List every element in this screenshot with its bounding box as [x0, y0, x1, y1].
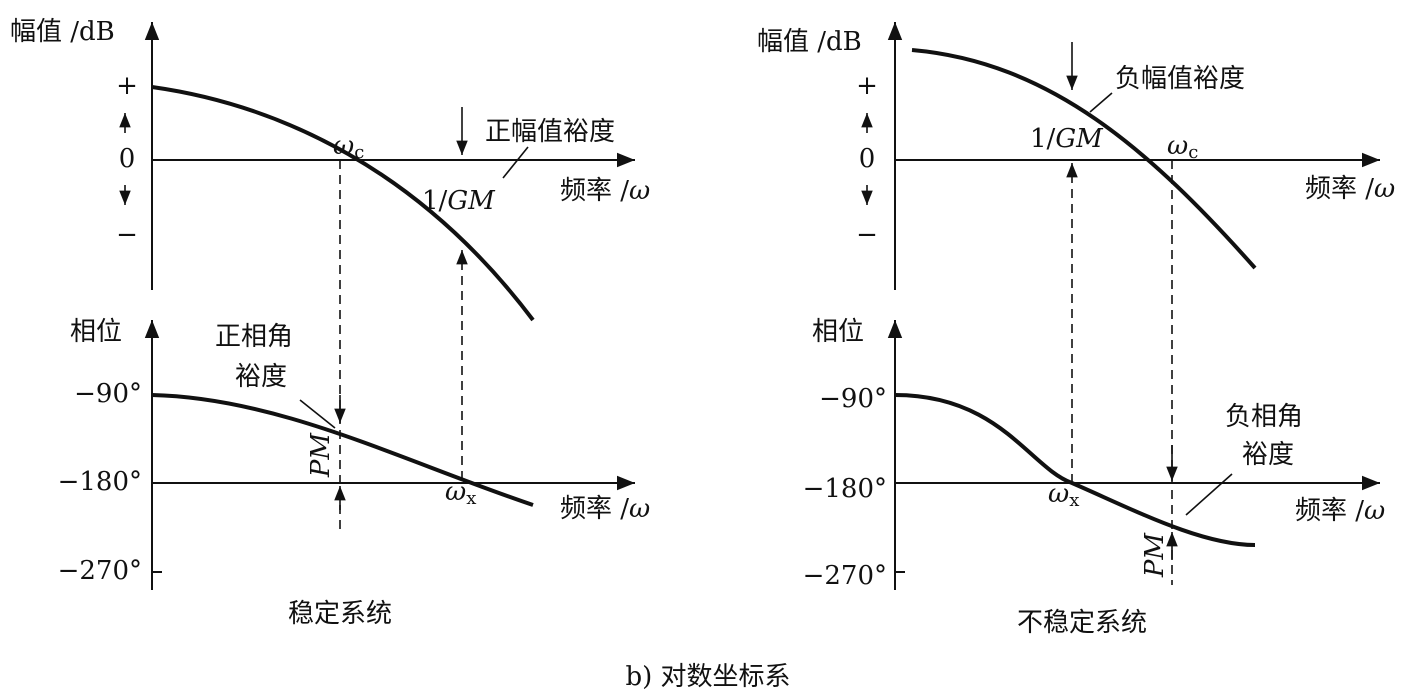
subscript: x [466, 488, 476, 509]
frequency-label: 频率 /ω [560, 494, 650, 524]
frequency-label: 频率 /ω [1295, 496, 1385, 526]
frequency-label: 频率 /ω [560, 176, 650, 206]
axis-label: 相位 [70, 317, 122, 347]
axis-label: 幅值 /dB [10, 17, 115, 47]
phase-curve [151, 393, 534, 507]
tick-label: −90° [74, 379, 142, 409]
subscript: x [1069, 490, 1079, 511]
crossover-label: ωx [445, 477, 476, 509]
tick-label: −270° [58, 556, 142, 586]
frequency-symbol: ω [629, 176, 650, 206]
magnitude-curve [151, 85, 535, 322]
symbol: ω [445, 477, 466, 507]
gm-symbol: GM [447, 186, 496, 216]
frequency-symbol: ω [1364, 496, 1385, 526]
unstable-panel: 幅值 /dB + 0 − ωc 负幅值裕度 1/GM 频率 /ω 相位 −90°… [757, 22, 1395, 638]
margin-label: 正相角 [215, 322, 293, 352]
gm-symbol: GM [1055, 124, 1104, 154]
subscript: c [1188, 142, 1198, 163]
frequency-text: 频率 / [1305, 174, 1374, 204]
crossover-label: ωc [333, 131, 364, 163]
tick-label: −180° [58, 467, 142, 497]
gm-prefix: 1/ [1030, 124, 1056, 154]
tick-label: −270° [803, 561, 887, 591]
tick-label: 0 [859, 144, 876, 174]
tick-label: − [856, 220, 878, 250]
leader-line [502, 146, 529, 179]
subscript: c [354, 142, 364, 163]
frequency-label: 频率 /ω [1305, 174, 1395, 204]
leader-line [1089, 92, 1113, 113]
panel-caption: 不稳定系统 [1017, 608, 1147, 638]
symbol: ω [1048, 479, 1069, 509]
margin-label: 正幅值裕度 [485, 117, 615, 147]
margin-label: 裕度 [1242, 440, 1294, 470]
gm-label: 1/GM [422, 186, 496, 216]
magnitude-curve [911, 48, 1257, 270]
crossover-label: ωc [1167, 131, 1198, 163]
margin-label: 裕度 [235, 362, 287, 392]
frequency-symbol: ω [629, 494, 650, 524]
phase-curve [894, 393, 1256, 547]
symbol: ω [333, 131, 354, 161]
frequency-text: 频率 / [560, 176, 629, 206]
leader-line [299, 399, 336, 429]
gm-prefix: 1/ [422, 186, 448, 216]
pm-label: PM [306, 432, 336, 478]
margin-label: 负相角 [1225, 402, 1303, 432]
figure-caption: b) 对数坐标系 [625, 662, 790, 692]
panel-caption: 稳定系统 [288, 599, 392, 629]
stable-panel: 幅值 /dB + 0 − ωc 正幅值裕度 1/GM 频率 /ω 相位 −90°… [10, 17, 650, 629]
frequency-text: 频率 / [560, 494, 629, 524]
axis-label: 幅值 /dB [757, 27, 862, 57]
gm-label: 1/GM [1030, 124, 1104, 154]
symbol: ω [1167, 131, 1188, 161]
margin-label: 负幅值裕度 [1115, 64, 1245, 94]
frequency-text: 频率 / [1295, 496, 1364, 526]
tick-label: + [116, 71, 138, 101]
axis-label: 相位 [812, 317, 864, 347]
tick-label: −180° [803, 474, 887, 504]
tick-label: 0 [119, 144, 136, 174]
pm-label: PM [1140, 532, 1170, 578]
leader-line [1185, 473, 1233, 516]
tick-label: − [116, 220, 138, 250]
tick-label: + [856, 71, 878, 101]
frequency-symbol: ω [1374, 174, 1395, 204]
tick-label: −90° [819, 384, 887, 414]
crossover-label: ωx [1048, 479, 1079, 511]
